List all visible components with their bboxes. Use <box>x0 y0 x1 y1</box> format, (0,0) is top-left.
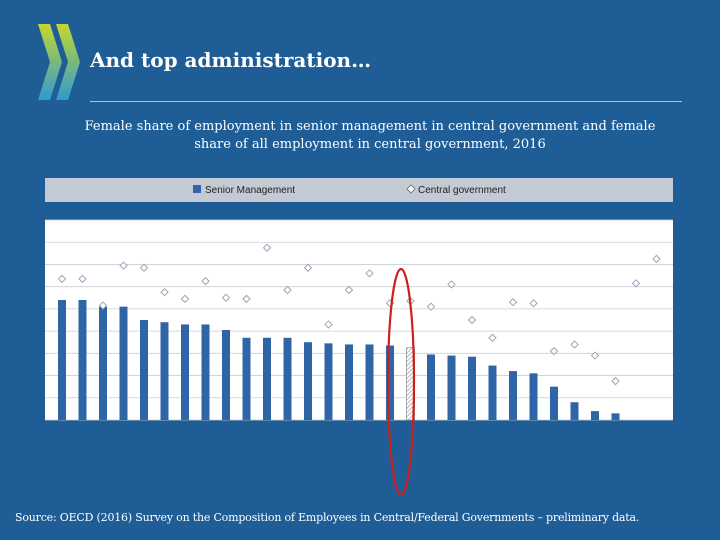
x-tick-label: Israel <box>189 424 211 451</box>
y-tick-label: 70% <box>23 259 41 269</box>
marker-central-government <box>467 315 477 325</box>
marker-central-government <box>221 293 231 302</box>
bar-senior-management <box>488 365 497 420</box>
bar-senior-management <box>509 371 517 420</box>
marker-central-government <box>529 299 538 308</box>
oecd-logo-icon <box>38 24 80 100</box>
y-tick-label: 30% <box>23 348 41 358</box>
marker-central-government <box>447 280 456 289</box>
x-tick-label: Italy <box>377 424 396 445</box>
bar-senior-management <box>427 354 435 420</box>
marker-central-government <box>242 294 251 304</box>
marker-central-government <box>303 263 313 272</box>
legend-marker-central-government <box>406 184 416 194</box>
oecd-average-highlight-ellipse <box>386 267 416 497</box>
y-tick-label: 50% <box>23 304 41 314</box>
marker-central-government <box>283 285 292 295</box>
bar-senior-management <box>119 306 128 420</box>
bar-senior-management <box>283 337 292 420</box>
marker-central-government <box>262 243 272 252</box>
bar-senior-management <box>570 402 579 420</box>
y-tick-label: 0% <box>23 415 36 425</box>
plot-background <box>45 220 673 420</box>
bar-senior-management <box>345 344 353 420</box>
legend-swatch-senior-management <box>193 185 201 193</box>
source-note: Source: OECD (2016) Survey on the Compos… <box>15 511 640 524</box>
bar-senior-management <box>242 337 251 420</box>
bar-senior-management <box>591 411 599 420</box>
bar-senior-management <box>468 356 476 420</box>
bar-senior-management <box>160 322 169 420</box>
marker-central-government <box>488 333 497 342</box>
marker-central-government <box>631 279 641 288</box>
y-tick-label: 10% <box>23 393 41 403</box>
marker-central-government <box>324 320 333 329</box>
bar-senior-management <box>386 345 394 420</box>
bar-senior-management <box>181 324 189 420</box>
y-tick-label: 90% <box>23 215 41 225</box>
marker-central-government <box>570 340 579 349</box>
marker-central-government <box>426 302 436 311</box>
marker-central-government <box>57 274 67 284</box>
marker-central-government <box>611 376 620 386</box>
legend-label-senior-management: Senior Management <box>205 185 295 196</box>
marker-central-government <box>119 261 128 270</box>
bar-senior-management <box>263 337 271 420</box>
bar-senior-management <box>304 342 312 420</box>
marker-central-government <box>160 288 169 297</box>
marker-central-government <box>201 276 210 286</box>
y-tick-label: 20% <box>23 371 41 381</box>
chart-subtitle: Female share of employment in senior man… <box>84 119 656 152</box>
y-tick-label: 40% <box>23 326 41 336</box>
bar-senior-management <box>365 344 374 420</box>
marker-central-government <box>549 346 559 356</box>
bar-senior-management <box>78 300 87 420</box>
bar-senior-management <box>550 386 558 420</box>
x-tick-label: Turkey <box>555 424 580 456</box>
legend-panel <box>45 178 673 202</box>
bar-senior-management <box>58 300 66 420</box>
marker-central-government <box>508 298 518 307</box>
bar-senior-management <box>447 355 456 420</box>
y-tick-label: 80% <box>23 237 41 247</box>
y-tick-label: 60% <box>23 282 41 292</box>
marker-central-government <box>180 294 190 304</box>
marker-central-government <box>78 274 87 284</box>
marker-central-government <box>365 269 374 278</box>
bar-senior-management <box>529 373 538 420</box>
title-divider <box>90 101 682 102</box>
marker-central-government <box>344 285 354 295</box>
bar-senior-management <box>222 330 230 420</box>
bar-senior-management <box>99 306 107 420</box>
legend-label-central-government: Central government <box>418 185 506 196</box>
marker-central-government <box>652 254 661 264</box>
marker-central-government <box>98 301 108 310</box>
bar-senior-management <box>324 343 333 420</box>
bar-senior-management <box>611 413 620 420</box>
marker-central-government <box>590 351 600 360</box>
bar-senior-management <box>140 320 148 420</box>
marker-central-government <box>139 263 149 272</box>
bar-senior-management <box>201 324 210 420</box>
slide-title: And top administration… <box>90 48 372 72</box>
